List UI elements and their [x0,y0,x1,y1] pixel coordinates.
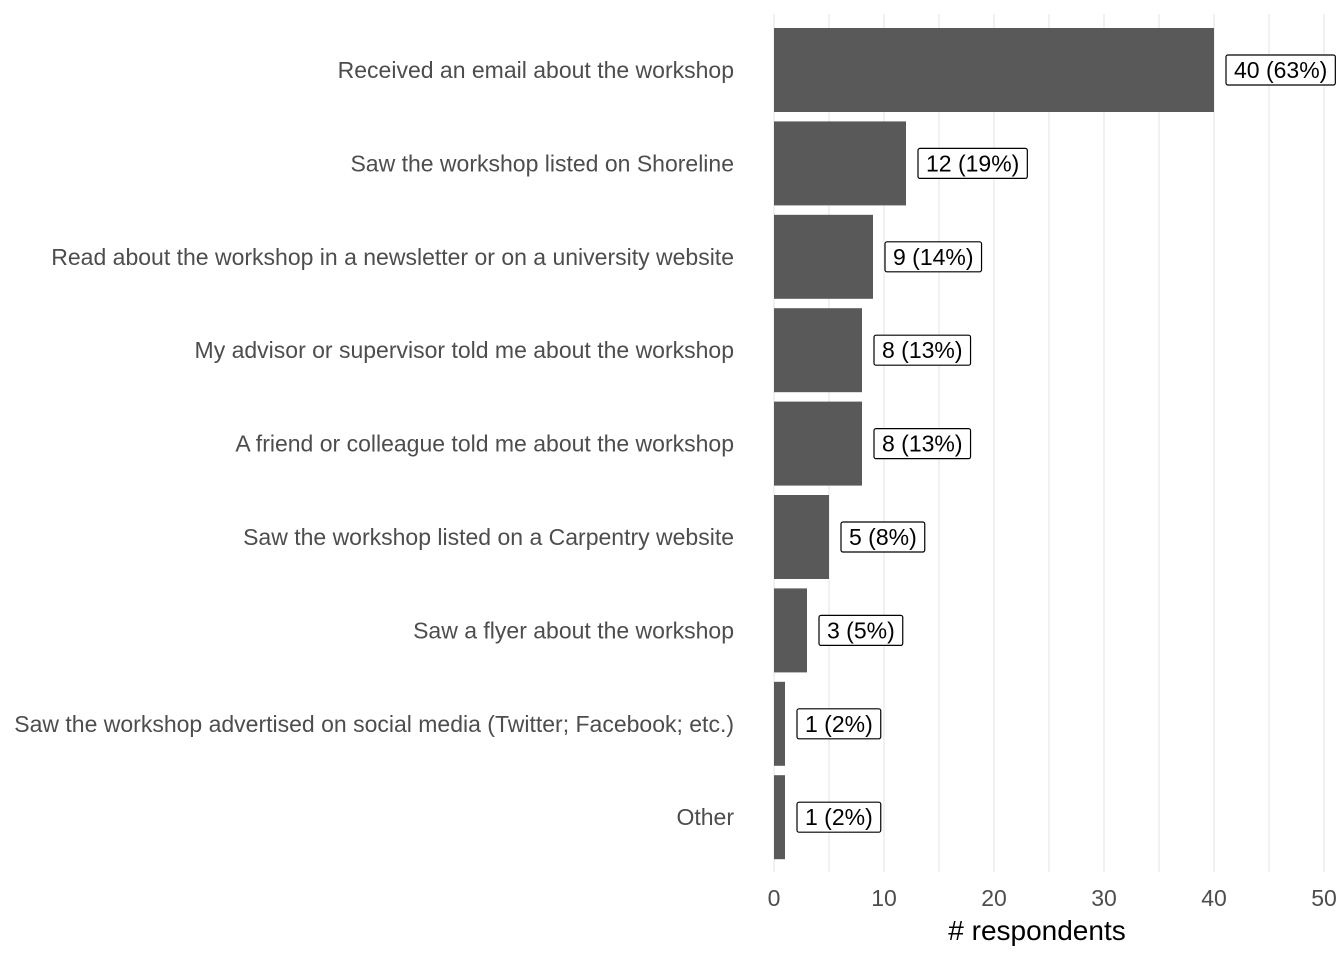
bar [774,681,785,766]
category-label: Saw the workshop listed on Shoreline [350,150,734,176]
data-label-box [873,428,972,460]
bar [774,308,862,393]
data-label-text: 12 (19%) [926,150,1019,176]
data-label-box [884,241,983,273]
data-label: 8 (13%) [873,428,972,460]
bar [774,28,1214,112]
x-tick-label: 20 [981,885,1007,911]
data-label-text: 5 (8%) [849,524,917,550]
data-label-box [1225,54,1336,86]
data-label-text: 1 (2%) [805,711,873,737]
data-label-text: 40 (63%) [1234,57,1327,83]
x-tick-labels: 0 10 20 30 40 50 [768,885,1337,911]
category-labels: Received an email about the workshop Saw … [14,57,734,830]
category-label: Received an email about the workshop [338,57,734,83]
category-label: Saw the workshop listed on a Carpentry w… [243,524,734,550]
category-label: My advisor or supervisor told me about t… [195,337,734,363]
bar [774,214,873,299]
x-tick-label: 0 [768,885,781,911]
x-axis-title: # respondents [948,915,1125,946]
data-label: 3 (5%) [818,614,904,647]
data-label-text: 9 (14%) [893,244,974,270]
category-label: A friend or colleague told me about the … [235,431,734,457]
data-label: 1 (2%) [796,801,882,833]
x-tick-label: 50 [1311,885,1337,911]
data-label-text: 8 (13%) [882,431,963,457]
data-label-box [818,614,904,647]
bars [774,28,1214,860]
data-label: 1 (2%) [796,708,882,740]
x-tick-label: 30 [1091,885,1117,911]
bar [774,401,862,486]
data-label: 12 (19%) [917,147,1028,179]
data-label: 9 (14%) [884,241,983,273]
data-label-box [796,801,882,833]
category-label: Other [676,804,734,830]
data-label-box [917,147,1028,179]
data-label-text: 3 (5%) [827,617,895,643]
category-label: Saw a flyer about the workshop [413,617,734,643]
x-tick-label: 40 [1201,885,1227,911]
category-label: Read about the workshop in a newsletter … [51,244,734,270]
bar [774,121,906,206]
data-labels: 40 (63%) 12 (19%) 9 (14%) 8 (13%) 8 (13%) 5 (… [796,54,1336,833]
data-label-box [796,708,882,740]
data-label: 8 (13%) [873,334,972,366]
bar [774,775,785,860]
data-label: 40 (63%) [1225,54,1336,86]
data-label-box [873,334,972,366]
data-label-text: 1 (2%) [805,804,873,830]
data-label: 5 (8%) [840,521,926,553]
x-tick-label: 10 [871,885,897,911]
data-label-text: 8 (13%) [882,337,963,363]
category-label: Saw the workshop advertised on social me… [14,711,734,737]
bar [774,495,829,579]
data-label-box [840,521,926,553]
bar [774,588,807,673]
